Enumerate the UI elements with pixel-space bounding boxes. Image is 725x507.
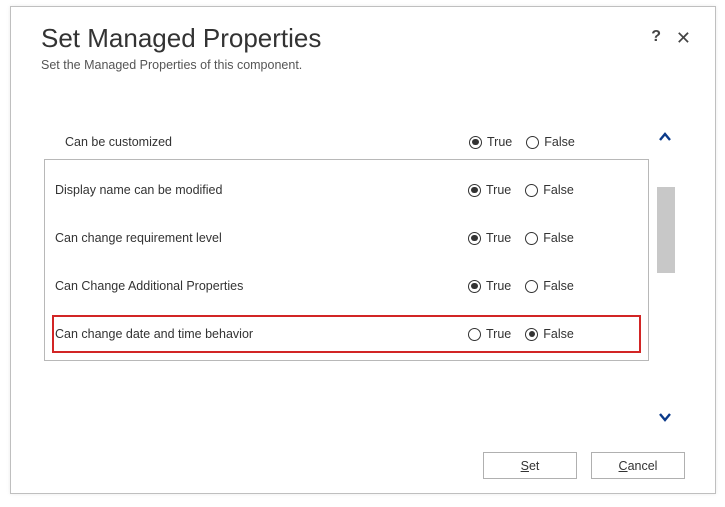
radio-false[interactable]: False [526,135,575,149]
dialog-subtitle: Set the Managed Properties of this compo… [41,58,685,72]
property-row-date-time-behavior: Can change date and time behavior True F… [53,316,640,352]
radio-icon [525,184,538,197]
radio-label: True [486,327,511,341]
radio-true[interactable]: True [468,327,511,341]
radio-label: False [543,279,574,293]
scroll-down-icon[interactable] [656,408,674,426]
properties-box: Display name can be modified True False [44,159,649,361]
help-icon[interactable]: ? [651,29,661,45]
dialog-content: part of a managed solution. Can be custo… [41,125,685,429]
radio-icon [469,136,482,149]
btn-text-post: ancel [628,459,658,473]
dialog-footer: Set Cancel [483,452,685,479]
radio-icon [525,328,538,341]
dialog-header: Set Managed Properties Set the Managed P… [11,7,715,80]
dialog-title: Set Managed Properties [41,23,685,54]
radio-icon [526,136,539,149]
radio-label: False [543,183,574,197]
property-row-can-be-customized: Can be customized True False [65,133,649,151]
cancel-button[interactable]: Cancel [591,452,685,479]
property-label: Can Change Additional Properties [55,279,468,293]
radio-true[interactable]: True [468,231,511,245]
radio-label: True [486,183,511,197]
radio-label: False [543,231,574,245]
close-icon[interactable]: ✕ [676,29,691,47]
radio-false[interactable]: False [525,231,574,245]
radio-false[interactable]: False [525,279,574,293]
radio-label: False [544,135,575,149]
radio-true[interactable]: True [468,183,511,197]
property-label: Display name can be modified [55,183,468,197]
radio-label: True [486,279,511,293]
btn-text-accel: C [619,459,628,473]
property-row-requirement-level: Can change requirement level True False [55,214,638,262]
property-label: Can be customized [65,135,469,149]
btn-text-post: et [529,459,539,473]
radio-false[interactable]: False [525,183,574,197]
radio-true[interactable]: True [468,279,511,293]
radio-label: True [487,135,512,149]
radio-icon [525,232,538,245]
property-row-additional-properties: Can Change Additional Properties True Fa… [55,262,638,310]
radio-icon [468,232,481,245]
scroll-thumb[interactable] [657,187,675,273]
scroll-up-icon[interactable] [656,128,674,146]
radio-label: False [543,327,574,341]
btn-text-accel: S [521,459,529,473]
radio-true[interactable]: True [469,135,512,149]
radio-icon [468,280,481,293]
property-label: Can change requirement level [55,231,468,245]
set-button[interactable]: Set [483,452,577,479]
radio-icon [468,184,481,197]
property-row-display-name: Display name can be modified True False [55,166,638,214]
radio-icon [468,328,481,341]
property-label: Can change date and time behavior [55,327,468,341]
managed-properties-dialog: Set Managed Properties Set the Managed P… [10,6,716,494]
radio-label: True [486,231,511,245]
radio-false[interactable]: False [525,327,574,341]
radio-icon [525,280,538,293]
